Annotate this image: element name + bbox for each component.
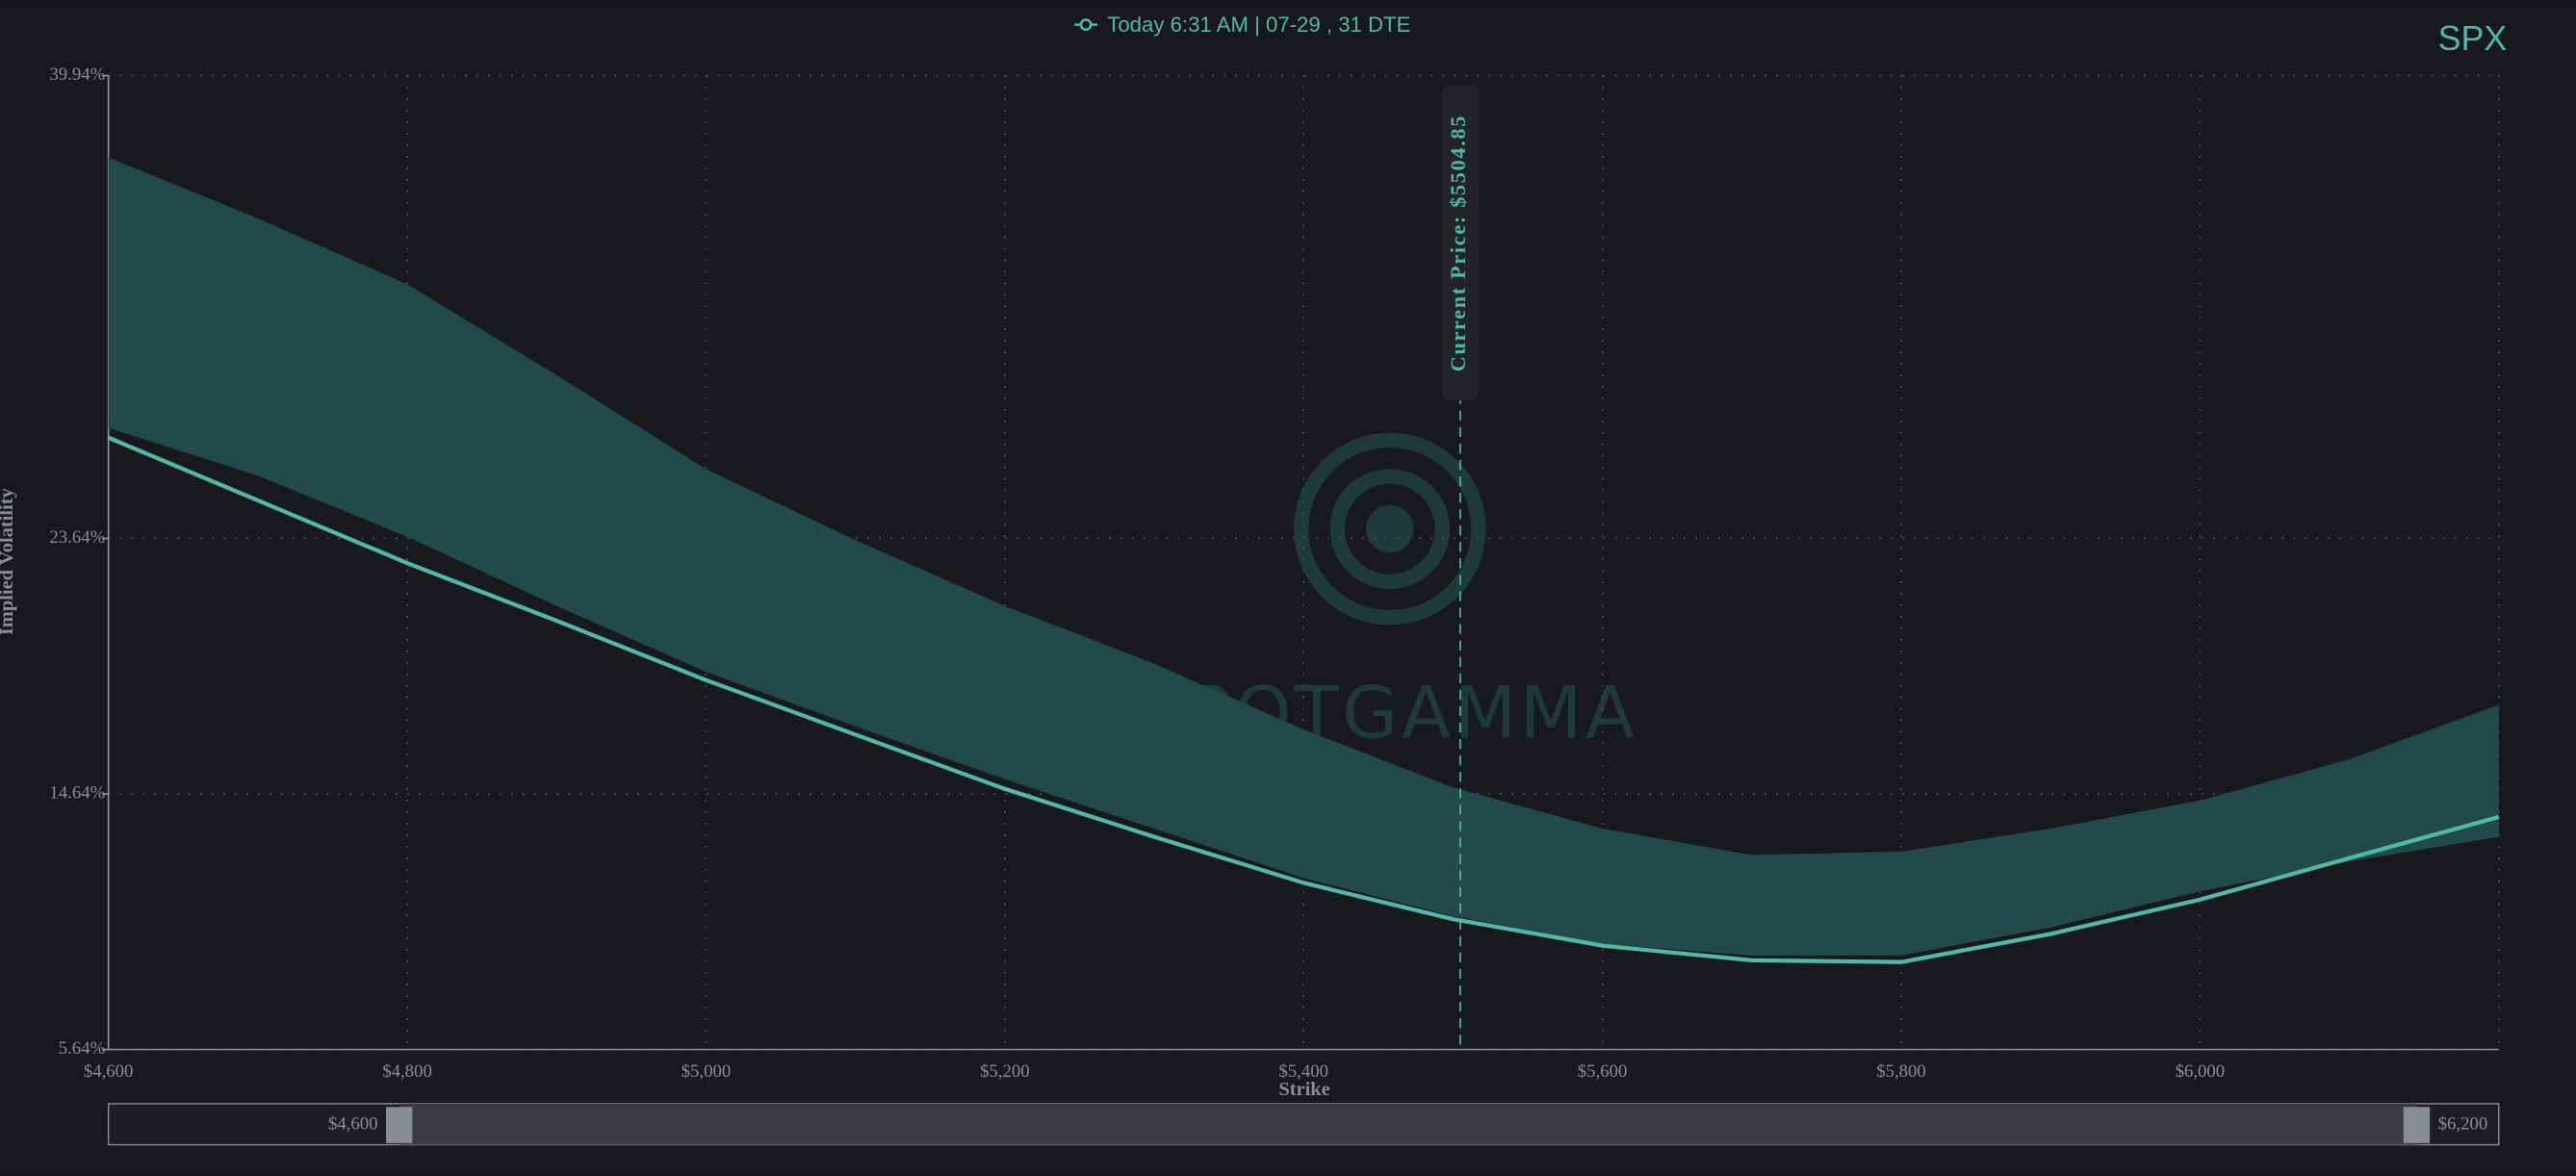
x-tick-label: $4,600 (84, 1061, 134, 1082)
current-price-badge (1442, 85, 1479, 401)
legend-label: Today 6:31 AM | 07-29 , 31 DTE (1107, 13, 1410, 37)
ticker: SPX (2438, 19, 2508, 58)
x-tick-label: $5,600 (1578, 1061, 1628, 1082)
y-axis-title: Implied Volatility (0, 487, 17, 635)
current-price-label: Current Price: $5504.85 (1446, 115, 1470, 371)
iv-band (108, 157, 2499, 956)
y-tick-label: 5.64% (59, 1038, 105, 1059)
x-tick-label: $5,400 (1278, 1061, 1328, 1082)
range-end-label: $6,200 (2438, 1113, 2488, 1134)
range-handle[interactable] (386, 1107, 413, 1143)
y-tick-label: 23.64% (49, 527, 105, 548)
y-tick-label: 14.64% (49, 782, 105, 803)
iv-line (107, 435, 2500, 964)
watermark-logo (1293, 432, 1486, 626)
y-tick-label: 39.94% (49, 64, 105, 85)
x-axis-title: Strike (1278, 1079, 1329, 1100)
x-tick-label: $5,800 (1876, 1061, 1926, 1082)
range-selection[interactable] (399, 1103, 2417, 1145)
range-start-label: $4,600 (328, 1113, 378, 1134)
x-tick-label: $5,200 (980, 1061, 1030, 1082)
plot: Current Price: $5504.85 (107, 74, 2500, 1051)
range-handle[interactable] (2403, 1107, 2431, 1143)
legend-icon (1074, 18, 1098, 32)
x-tick-label: $5,000 (682, 1061, 732, 1082)
x-tick-label: $4,800 (382, 1061, 432, 1082)
x-tick-label: $6,000 (2176, 1061, 2226, 1082)
